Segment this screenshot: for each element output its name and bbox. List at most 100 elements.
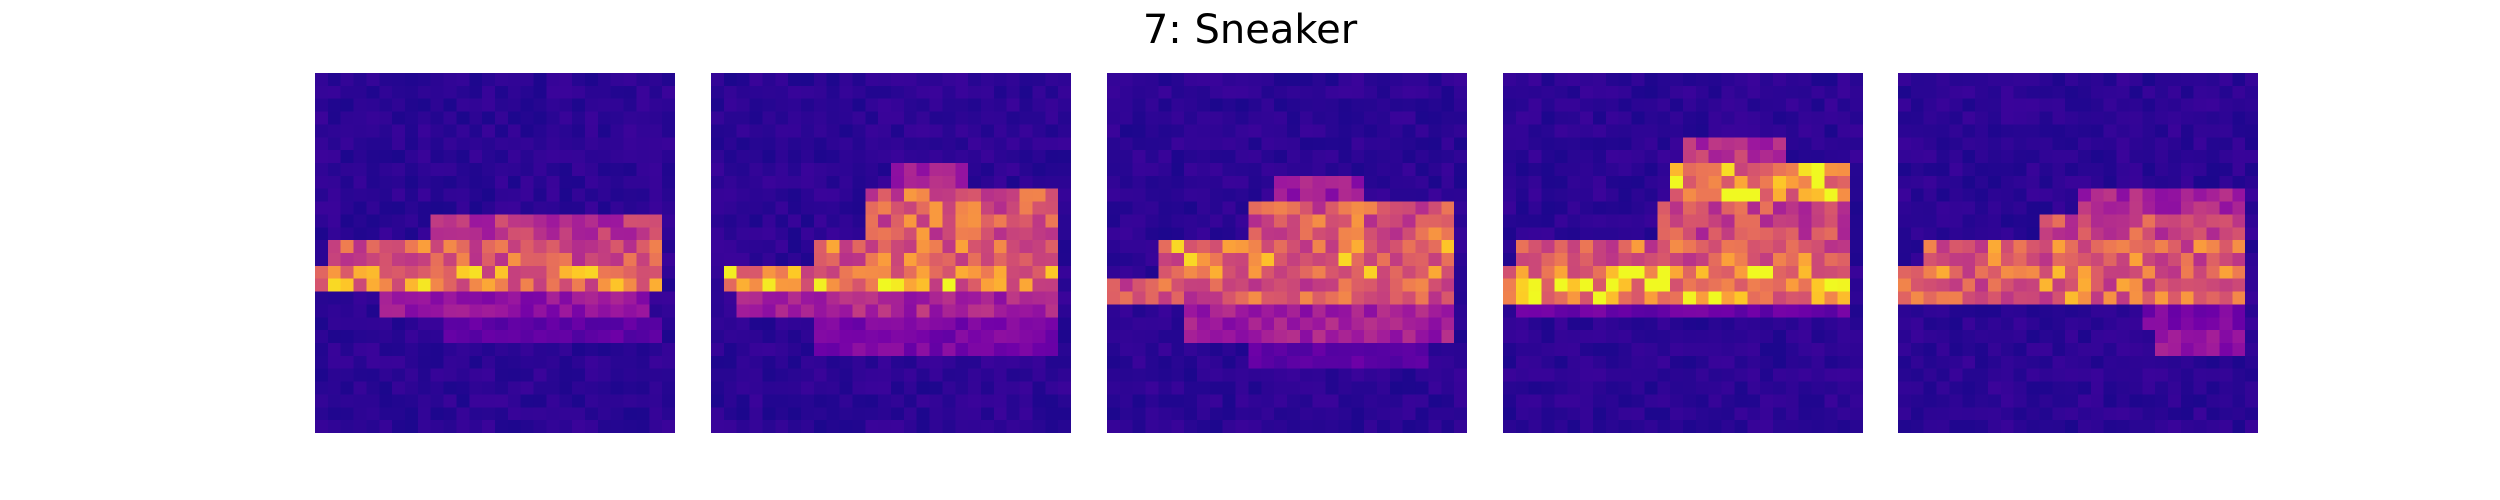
pixel — [801, 227, 815, 241]
pixel — [852, 201, 866, 215]
pixel — [2168, 291, 2182, 305]
pixel — [2103, 253, 2117, 267]
pixel — [1515, 201, 1529, 215]
pixel — [1708, 188, 1722, 202]
pixel — [1454, 201, 1467, 215]
pixel — [2090, 394, 2104, 408]
pixel — [916, 394, 930, 408]
pixel — [443, 407, 457, 421]
pixel — [559, 317, 573, 331]
pixel — [636, 304, 650, 318]
pixel — [1949, 355, 1963, 369]
pixel — [1274, 124, 1288, 138]
pixel — [916, 368, 930, 382]
pixel — [968, 188, 982, 202]
pixel — [1287, 253, 1301, 267]
pixel — [2078, 175, 2092, 189]
pixel — [417, 253, 431, 267]
pixel — [610, 381, 624, 395]
pixel — [1171, 330, 1185, 344]
pixel — [469, 111, 483, 125]
pixel — [1824, 394, 1838, 408]
pixel — [813, 355, 827, 369]
pixel — [2013, 355, 2027, 369]
pixel — [1058, 201, 1071, 215]
pixel — [585, 304, 599, 318]
pixel — [1798, 330, 1812, 344]
pixel — [2232, 253, 2246, 267]
pixel — [1541, 355, 1555, 369]
pixel — [353, 227, 367, 241]
pixel — [1145, 150, 1159, 164]
pixel — [1209, 85, 1223, 99]
pixel — [2142, 137, 2156, 151]
pixel — [649, 73, 663, 87]
pixel — [981, 214, 995, 228]
pixel — [1287, 330, 1301, 344]
pixel — [2052, 227, 2066, 241]
pixel — [392, 240, 406, 254]
pixel — [405, 98, 419, 112]
pixel — [649, 163, 663, 177]
pixel — [775, 201, 789, 215]
pixel — [801, 420, 815, 433]
pixel — [1734, 355, 1748, 369]
pixel — [1657, 330, 1671, 344]
pixel — [495, 175, 509, 189]
pixel — [1209, 111, 1223, 125]
pixel — [2155, 381, 2169, 395]
pixel — [1415, 368, 1429, 382]
pixel — [2180, 163, 2194, 177]
pixel — [1923, 291, 1937, 305]
pixel — [559, 420, 573, 433]
pixel — [1593, 253, 1607, 267]
pixel — [585, 201, 599, 215]
pixel — [903, 355, 917, 369]
pixel — [1132, 394, 1146, 408]
pixel — [623, 85, 637, 99]
pixel — [1312, 343, 1326, 357]
pixel — [327, 304, 341, 318]
pixel — [1132, 330, 1146, 344]
pixel — [417, 278, 431, 292]
pixel — [2039, 420, 2053, 433]
pixel — [1824, 368, 1838, 382]
pixel — [443, 227, 457, 241]
pixel — [2129, 394, 2143, 408]
pixel — [749, 394, 763, 408]
pixel — [723, 240, 737, 254]
pixel — [597, 240, 611, 254]
pixel — [2078, 227, 2092, 241]
pixel — [1312, 381, 1326, 395]
pixel — [559, 330, 573, 344]
pixel — [1171, 227, 1185, 241]
pixel — [572, 240, 586, 254]
pixel — [1019, 175, 1033, 189]
pixel — [443, 317, 457, 331]
pixel — [585, 253, 599, 267]
pixel — [1415, 73, 1429, 87]
pixel — [1734, 124, 1748, 138]
pixel — [533, 291, 547, 305]
pixel — [327, 278, 341, 292]
pixel — [443, 343, 457, 357]
pixel — [1850, 343, 1863, 357]
pixel — [749, 201, 763, 215]
pixel — [507, 111, 521, 125]
pixel — [1364, 265, 1378, 279]
pixel — [968, 137, 982, 151]
pixel — [2000, 304, 2014, 318]
pixel — [1389, 124, 1403, 138]
pixel — [993, 175, 1007, 189]
pixel — [2193, 265, 2207, 279]
pixel — [2026, 201, 2040, 215]
pixel — [662, 278, 675, 292]
pixel — [1936, 381, 1950, 395]
pixel — [1670, 317, 1684, 331]
pixel — [623, 394, 637, 408]
pixel — [1708, 240, 1722, 254]
pixel — [1988, 201, 2002, 215]
pixel — [2232, 343, 2246, 357]
pixel — [1274, 188, 1288, 202]
pixel — [1811, 227, 1825, 241]
